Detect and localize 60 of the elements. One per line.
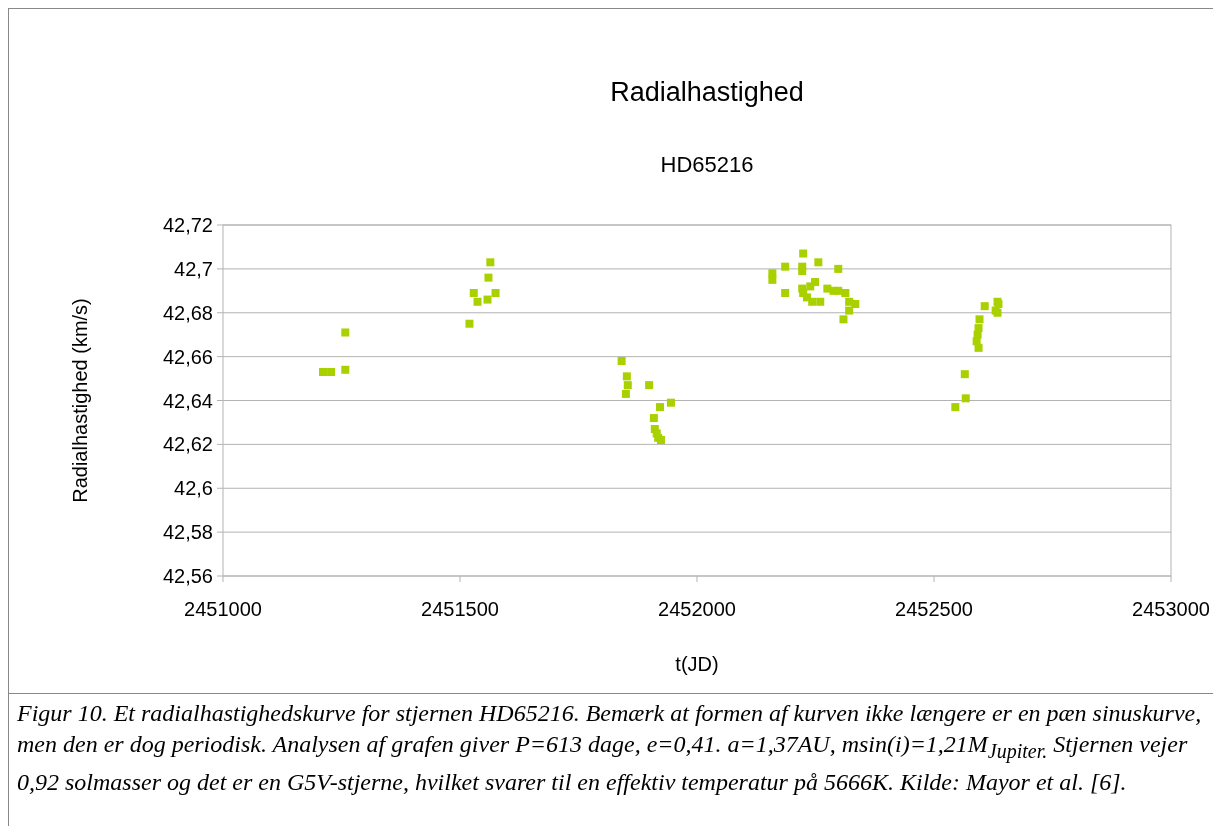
y-tick-label: 42,58 (162, 521, 213, 544)
chart-title: Radialhastighed (610, 77, 804, 107)
y-tick-label: 42,66 (162, 345, 213, 368)
point (961, 394, 970, 403)
point (841, 289, 850, 298)
point (974, 324, 983, 333)
point (469, 289, 478, 298)
x-axis-title: t(JD) (675, 653, 719, 675)
y-tick-label: 42,62 (162, 433, 213, 456)
point (799, 249, 808, 258)
point (781, 289, 790, 298)
y-tick-label: 42,6 (174, 477, 213, 500)
point (645, 381, 654, 390)
point (491, 289, 500, 298)
point (484, 273, 493, 282)
point (649, 414, 658, 423)
x-tick-label: 2452500 (895, 598, 973, 620)
point (960, 370, 969, 379)
point (951, 403, 960, 412)
x-tick-label: 2452000 (658, 598, 736, 620)
point (483, 295, 492, 304)
y-tick-label: 42,56 (162, 565, 213, 587)
point (341, 328, 350, 337)
point (851, 299, 860, 308)
y-axis-title: Radialhastighed (km/s) (69, 298, 91, 503)
point (768, 275, 777, 284)
y-tick-label: 42,7 (174, 257, 213, 280)
y-tick-label: 42,72 (162, 214, 213, 236)
point (798, 267, 807, 276)
point (808, 297, 817, 306)
point (816, 297, 825, 306)
point (341, 365, 350, 374)
point (974, 343, 983, 352)
point (473, 297, 482, 306)
point (666, 398, 675, 407)
point (975, 315, 984, 324)
chart-subtitle: HD65216 (660, 152, 754, 177)
point (656, 403, 665, 412)
point (839, 315, 848, 324)
point (319, 367, 328, 376)
point (622, 372, 631, 381)
x-tick-label: 2453000 (1132, 598, 1210, 620)
point (781, 262, 790, 271)
point (623, 381, 632, 390)
point (486, 258, 495, 267)
point (845, 306, 854, 315)
point (834, 264, 843, 273)
point (814, 258, 823, 267)
point (621, 389, 630, 398)
point (980, 302, 989, 311)
text: Figur 10. Et radialhastighedskurve for stjernen HD65216. Bemærk at formen af kurven ikke længere er en pæn sinuskurve, men den er dog periodisk. Analysen af grafen giver P=613 dage, e=0,41. a=1,37AU, msin(i)=1,21M$_{Jupiter.}$ Stjernen vejer 0,92 solmasser og det er en G5V-stjerne, hvilket svarer til en effektiv temperatur på 5666K. Kilde: Mayor et al. [6]. (17, 699, 1203, 797)
point (465, 319, 474, 328)
x-tick-label: 2451000 (184, 598, 262, 620)
y-tick-label: 42,64 (162, 389, 213, 412)
point (327, 367, 336, 376)
point (617, 357, 626, 366)
y-tick-label: 42,68 (162, 301, 213, 324)
point (811, 278, 820, 287)
x-tick-label: 2451500 (421, 598, 499, 620)
point (823, 284, 832, 293)
